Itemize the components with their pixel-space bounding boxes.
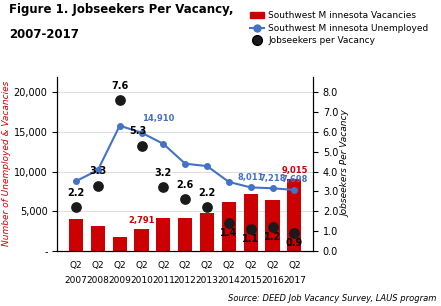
Point — [138, 144, 145, 148]
Bar — [200, 213, 214, 251]
Text: 2.6: 2.6 — [176, 180, 194, 190]
Bar — [178, 218, 192, 251]
Point — [225, 221, 232, 226]
Text: 7.6: 7.6 — [111, 80, 128, 91]
Point — [247, 227, 254, 232]
Bar — [91, 226, 105, 251]
Text: 2017: 2017 — [283, 276, 306, 285]
Text: 3.2: 3.2 — [155, 168, 172, 178]
Legend: Southwest M innesota Vacancies, Southwest M innesota Unemployed, Jobseekers per : Southwest M innesota Vacancies, Southwes… — [247, 8, 432, 49]
Text: 2010: 2010 — [130, 276, 153, 285]
Point — [116, 98, 123, 103]
Text: 2009: 2009 — [108, 276, 131, 285]
Point — [182, 197, 189, 202]
Text: 1.4: 1.4 — [220, 229, 238, 238]
Point — [94, 183, 101, 188]
Text: Source: DEED Job Vacancy Survey, LAUS program: Source: DEED Job Vacancy Survey, LAUS pr… — [228, 294, 437, 303]
Bar — [156, 218, 171, 251]
Text: Figure 1. Jobseekers Per Vacancy,: Figure 1. Jobseekers Per Vacancy, — [9, 3, 233, 16]
Bar — [265, 200, 280, 251]
Text: 2,791: 2,791 — [128, 216, 155, 225]
Text: 2015: 2015 — [239, 276, 262, 285]
Bar — [243, 194, 258, 251]
Text: 2008: 2008 — [86, 276, 109, 285]
Text: 0.9: 0.9 — [286, 238, 303, 248]
Y-axis label: Number of Unemployed & Vacancies: Number of Unemployed & Vacancies — [2, 81, 11, 246]
Bar — [112, 237, 127, 251]
Text: 7,698: 7,698 — [281, 175, 307, 184]
Text: 2007: 2007 — [65, 276, 87, 285]
Text: 2012: 2012 — [174, 276, 197, 285]
Text: 2014: 2014 — [217, 276, 240, 285]
Bar — [287, 179, 302, 251]
Point — [160, 185, 167, 190]
Point — [72, 205, 79, 210]
Text: 2013: 2013 — [196, 276, 218, 285]
Text: 2016: 2016 — [261, 276, 284, 285]
Text: 5.3: 5.3 — [129, 126, 146, 136]
Text: 8,011: 8,011 — [237, 173, 264, 182]
Point — [291, 231, 298, 236]
Point — [269, 225, 276, 230]
Text: 1.1: 1.1 — [242, 234, 259, 244]
Point — [204, 205, 211, 210]
Text: 9,015: 9,015 — [281, 166, 308, 175]
Y-axis label: Jobseekers Per Vacancy: Jobseekers Per Vacancy — [341, 110, 350, 217]
Text: 2.2: 2.2 — [198, 188, 216, 198]
Text: 7,218: 7,218 — [259, 174, 286, 183]
Bar — [222, 202, 236, 251]
Text: 2.2: 2.2 — [67, 188, 85, 198]
Bar — [69, 219, 83, 251]
Text: 14,910: 14,910 — [142, 114, 174, 123]
Text: 2011: 2011 — [152, 276, 175, 285]
Text: 2007-2017: 2007-2017 — [9, 28, 78, 40]
Bar — [135, 229, 149, 251]
Text: 1.2: 1.2 — [264, 233, 281, 242]
Text: 3.3: 3.3 — [89, 166, 107, 176]
